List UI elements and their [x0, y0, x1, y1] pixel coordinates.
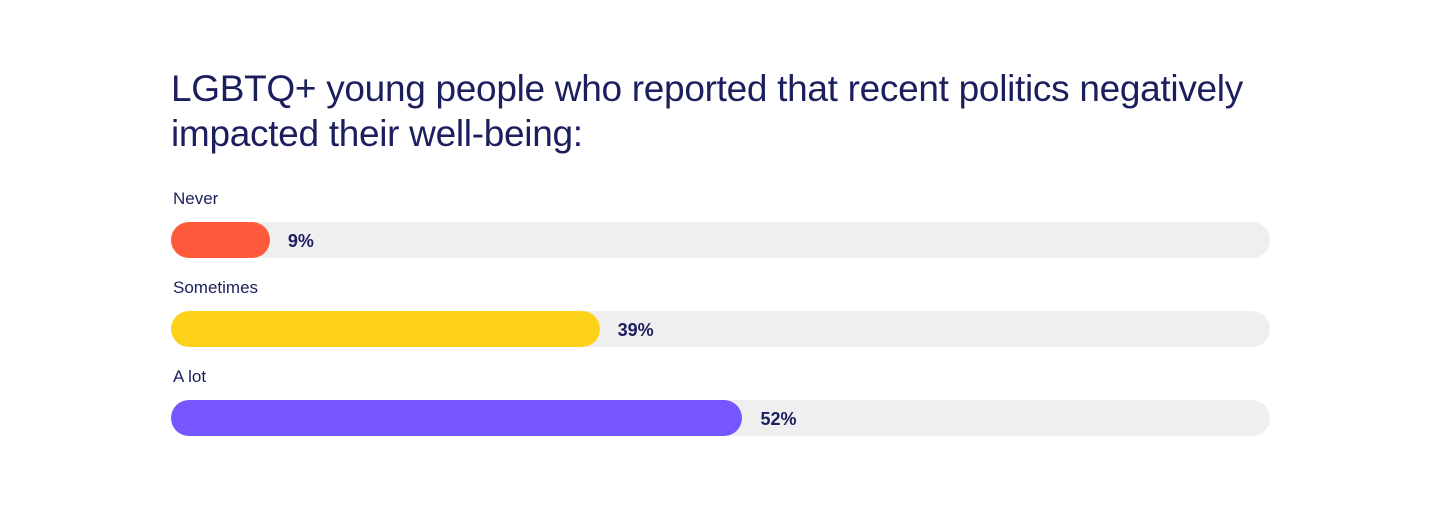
value-label: 9% — [287, 231, 314, 251]
bar-row-never: Never 9% — [171, 184, 1270, 273]
bar-row-sometimes: Sometimes 39% — [171, 273, 1270, 362]
category-label: A lot — [173, 367, 207, 386]
bar-track: 52% — [171, 400, 1270, 436]
value-label: 52% — [760, 409, 797, 429]
bar-fill — [171, 222, 270, 258]
category-label: Sometimes — [173, 278, 259, 297]
bar-track: 9% — [171, 222, 1270, 258]
bar-fill — [171, 400, 743, 436]
value-label: 39% — [617, 320, 654, 340]
category-label: Never — [173, 189, 219, 208]
bar-chart: Never 9% Sometimes 39% A lot 52% — [171, 184, 1270, 451]
bar-row-a-lot: A lot 52% — [171, 362, 1270, 451]
chart-title: LGBTQ+ young people who reported that re… — [171, 68, 1243, 154]
bar-fill — [171, 311, 600, 347]
bar-track: 39% — [171, 311, 1270, 347]
